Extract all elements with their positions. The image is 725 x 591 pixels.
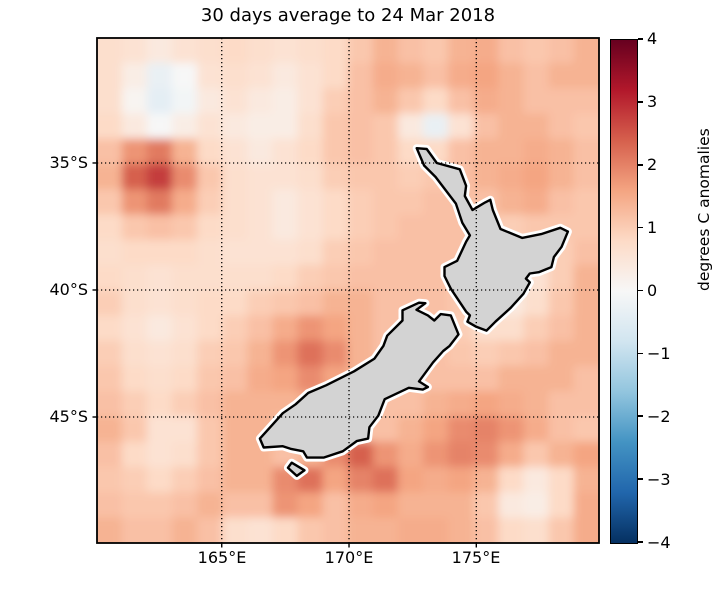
cbar-tick-m3: −3 xyxy=(647,470,671,489)
y-tick-label-45s: 45°S xyxy=(49,407,88,426)
colorbar-tick-mark xyxy=(638,415,643,418)
graticule-gridlines xyxy=(97,38,599,543)
chart-title: 30 days average to 24 Mar 2018 xyxy=(200,5,496,26)
colorbar-tick-mark xyxy=(638,226,643,229)
colorbar xyxy=(610,39,638,544)
cbar-tick-2: 2 xyxy=(647,155,658,174)
colorbar-tick-mark xyxy=(638,541,643,543)
cbar-tick-m4: −4 xyxy=(647,533,671,552)
cbar-tick-1: 1 xyxy=(647,218,658,237)
colorbar-tick-mark xyxy=(638,163,643,166)
stewart-island-landmass xyxy=(286,461,306,478)
x-tick-label-165e: 165°E xyxy=(197,548,247,567)
map-plot-area xyxy=(92,37,600,548)
clipped-layers xyxy=(97,38,599,543)
colorbar-tick-mark xyxy=(638,38,643,40)
colorbar-tick-mark xyxy=(638,289,643,292)
map-svg xyxy=(92,37,600,548)
cbar-tick-4: 4 xyxy=(647,29,658,48)
land-layer xyxy=(255,144,572,480)
y-tick-label-40s: 40°S xyxy=(49,280,88,299)
colorbar-tick-mark xyxy=(638,478,643,480)
south-island-landmass xyxy=(258,301,460,459)
y-tick-label-35s: 35°S xyxy=(49,153,88,172)
x-tick-label-175e: 175°E xyxy=(451,548,501,567)
cbar-tick-3: 3 xyxy=(647,92,658,111)
cbar-tick-m2: −2 xyxy=(647,407,671,426)
axis-tick-marks xyxy=(92,162,478,548)
colorbar-tick-mark xyxy=(638,101,643,103)
colorbar-tick-mark xyxy=(638,352,643,355)
north-island-landmass xyxy=(415,147,570,332)
x-tick-label-170e: 170°E xyxy=(324,548,374,567)
cbar-tick-0: 0 xyxy=(647,281,658,300)
cbar-tick-m1: −1 xyxy=(647,344,671,363)
